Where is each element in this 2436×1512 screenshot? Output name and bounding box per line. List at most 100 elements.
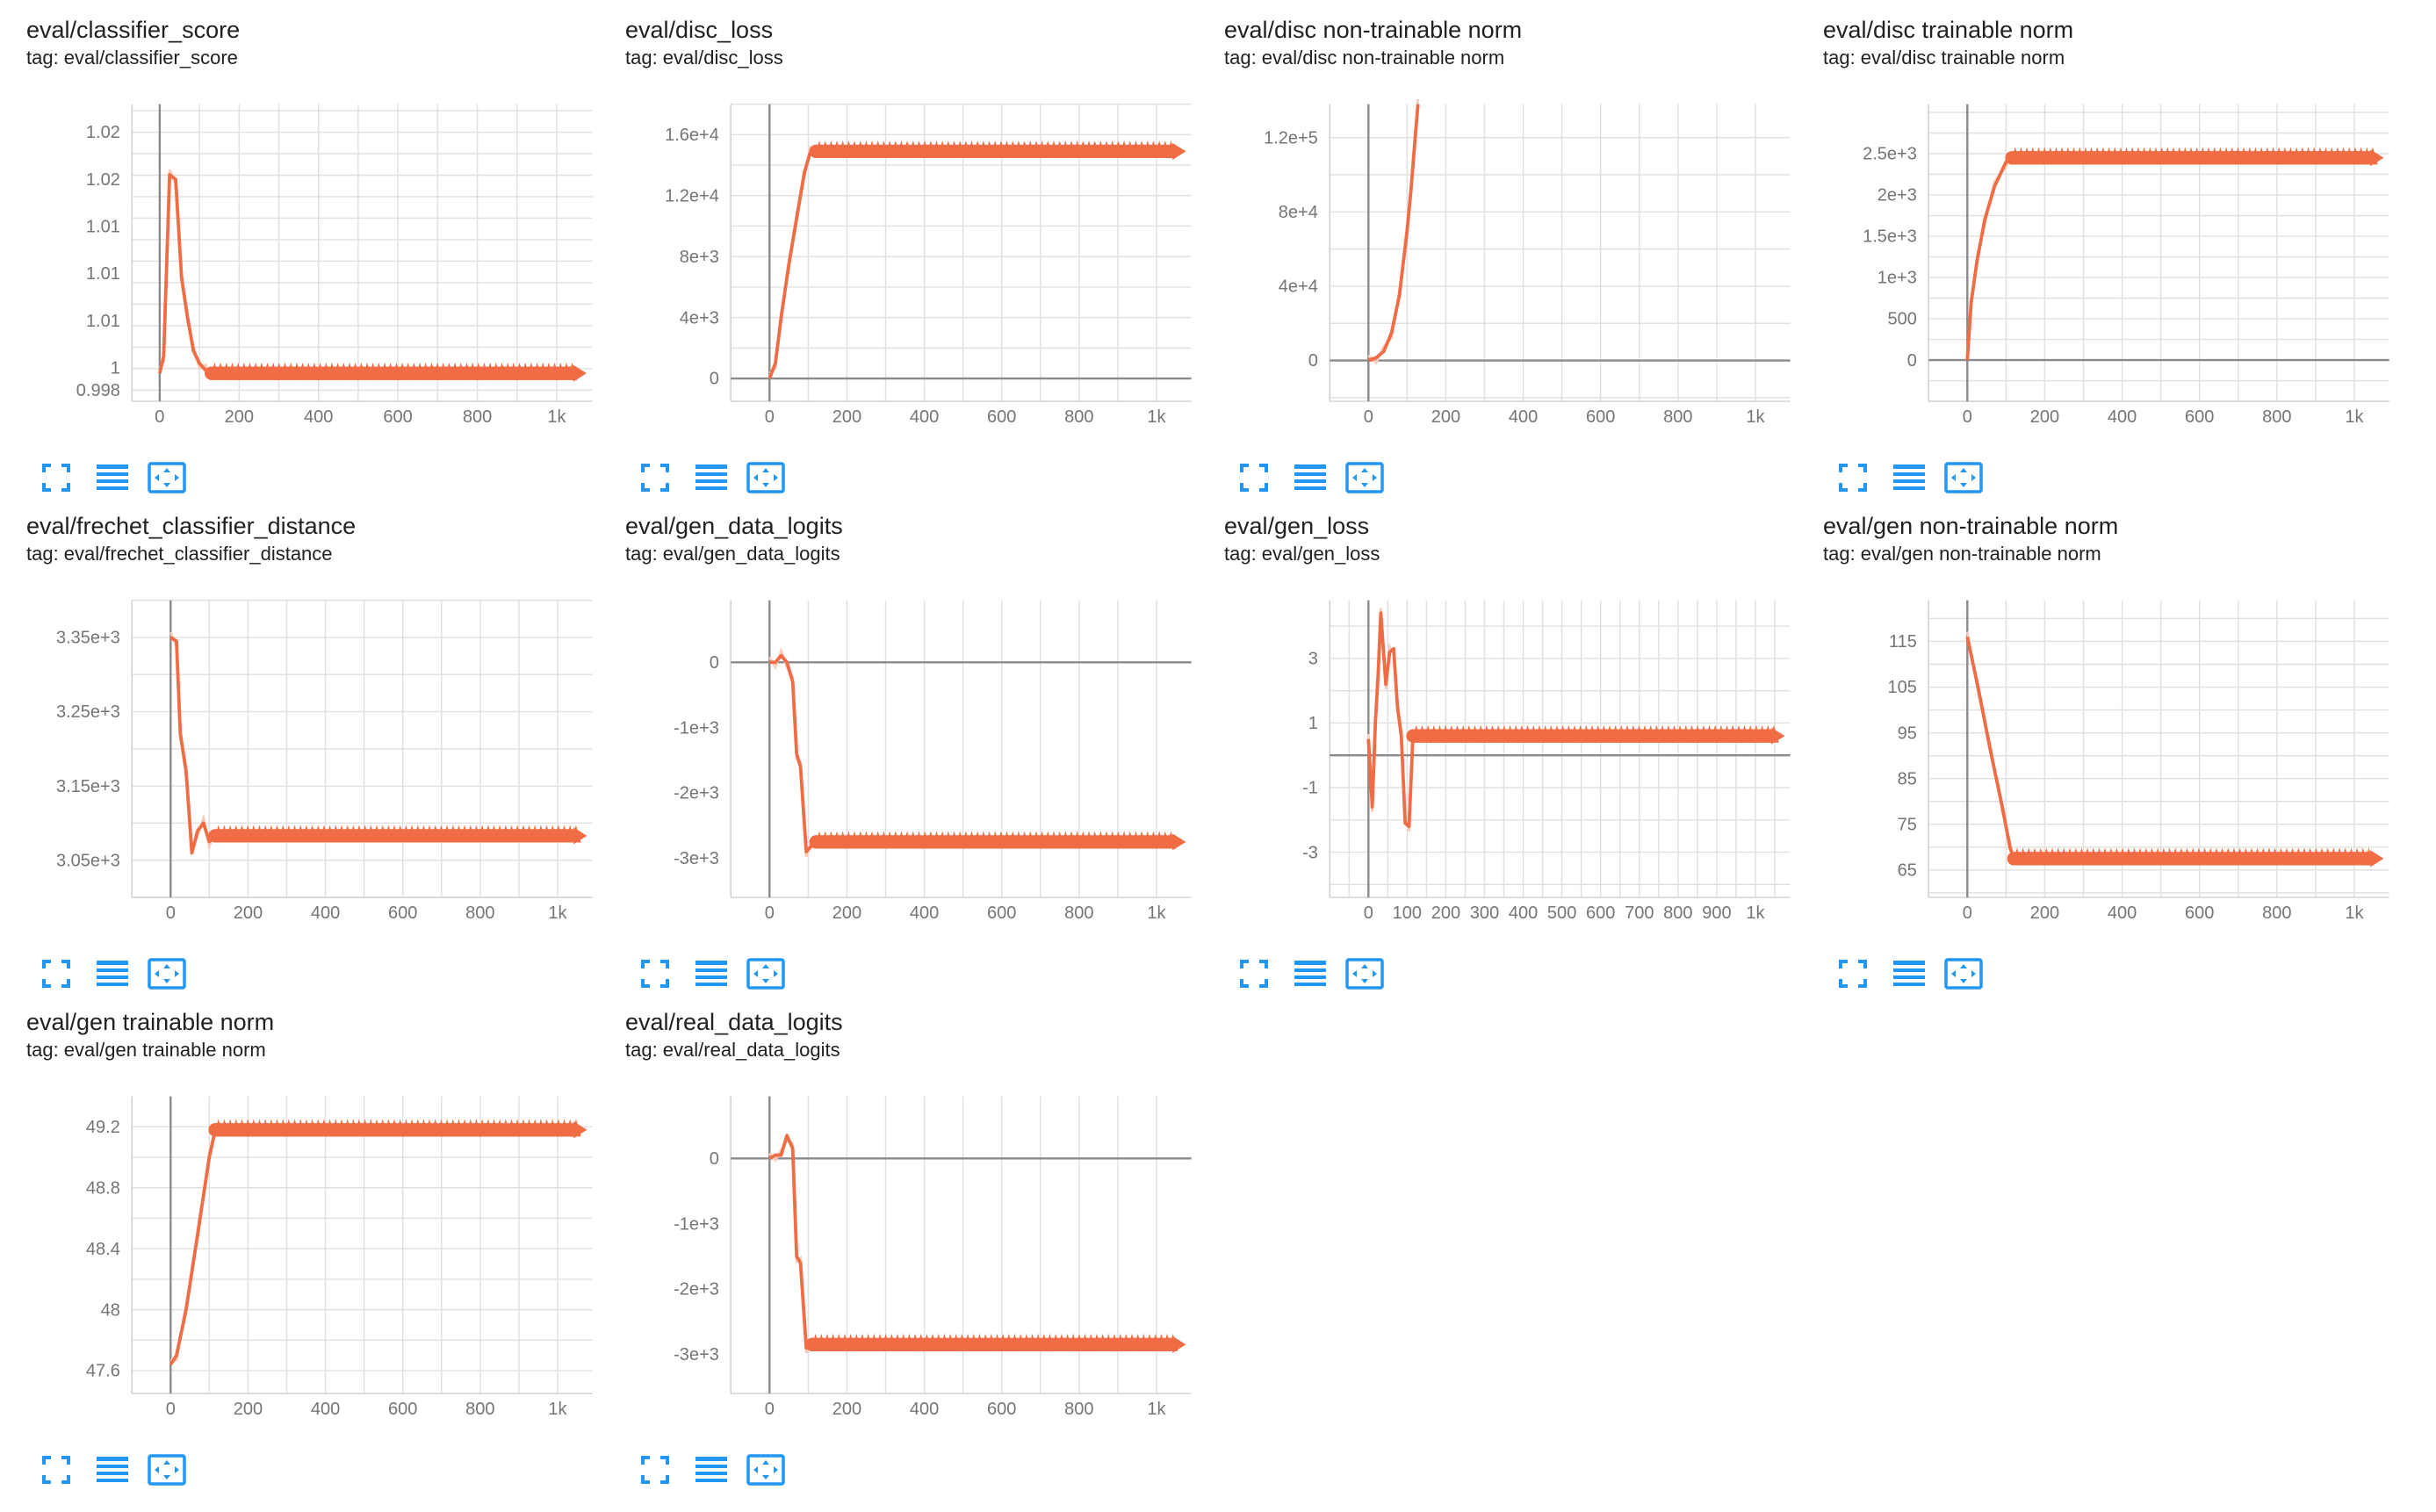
data-table-icon	[695, 464, 727, 490]
line-chart[interactable]: 3.05e+3 3.15e+3 3.25e+3 3.35e+3 0 200 400 600 80…	[26, 575, 606, 935]
y-tick-label: 3.25e+3	[56, 702, 120, 722]
y-tick-label: 2.5e+3	[1863, 145, 1917, 164]
fit-domain-button[interactable]	[1835, 956, 1870, 991]
zoom-extents-button[interactable]	[1345, 956, 1384, 991]
data-table-button[interactable]	[1291, 460, 1330, 495]
y-tick-label: 500	[1887, 310, 1916, 329]
x-tick-label: 900	[1702, 904, 1731, 923]
x-tick-label: 200	[234, 904, 263, 923]
line-chart[interactable]: 0.998 1 1.01 1.01 1.01 1.02 1.02 0 200 400 600 800 1…	[26, 79, 606, 439]
smoothed-series-line	[169, 1127, 578, 1366]
fit-domain-icon	[1240, 960, 1268, 988]
data-table-button[interactable]	[692, 956, 731, 991]
x-tick-label: 800	[465, 1400, 494, 1419]
end-marker	[2370, 149, 2384, 167]
smoothed-series-line	[1367, 104, 1420, 363]
line-chart[interactable]: 0 -1e+3 -2e+3 -3e+3 0 200 400 600 800 1k	[625, 1071, 1205, 1431]
x-tick-label: 600	[987, 407, 1016, 427]
smoothed-series-line	[158, 173, 577, 376]
data-table-button[interactable]	[93, 956, 132, 991]
data-table-button[interactable]	[93, 1452, 132, 1487]
end-marker	[1172, 1336, 1186, 1353]
fit-domain-button[interactable]	[638, 460, 673, 495]
fit-domain-button[interactable]	[1835, 460, 1870, 495]
x-tick-label: 1k	[548, 1400, 567, 1419]
x-tick-label: 600	[388, 1400, 417, 1419]
smoothed-series-line	[169, 636, 578, 855]
fit-domain-button[interactable]	[39, 1452, 74, 1487]
zoom-extents-button[interactable]	[746, 956, 785, 991]
x-tick-label: 700	[1625, 904, 1654, 923]
data-table-button[interactable]	[1291, 956, 1330, 991]
fit-domain-button[interactable]	[1236, 956, 1272, 991]
point-marker	[205, 366, 219, 380]
data-table-button[interactable]	[1890, 460, 1928, 495]
line-chart[interactable]: 47.6 48 48.4 48.8 49.2 0 200 400 600 800 1k	[26, 1071, 606, 1431]
fit-domain-button[interactable]	[39, 956, 74, 991]
zoom-extents-button[interactable]	[1944, 460, 1983, 495]
y-tick-label: 4e+3	[680, 308, 719, 328]
x-tick-label: 0	[166, 904, 176, 923]
line-chart[interactable]: 0 4e+4 8e+4 1.2e+5 0 200 400 600 800 1k	[1224, 79, 1804, 439]
x-tick-label: 1k	[1147, 407, 1166, 427]
data-table-button[interactable]	[692, 460, 731, 495]
x-tick-label: 0	[1963, 904, 1972, 923]
end-marker	[573, 364, 587, 382]
data-table-button[interactable]	[692, 1452, 731, 1487]
y-tick-label: 3.15e+3	[56, 777, 120, 796]
fit-domain-button[interactable]	[39, 460, 74, 495]
y-tick-label: -3	[1302, 843, 1318, 862]
card-tag: tag: eval/disc trainable norm	[1823, 47, 2065, 68]
line-chart[interactable]: 65 75 85 95 105 115 0 200 400 600 800 1k	[1823, 575, 2403, 935]
x-tick-label: 200	[225, 407, 254, 427]
y-tick-label: 1.2e+5	[1264, 128, 1318, 148]
zoom-extents-button[interactable]	[148, 1452, 186, 1487]
line-chart[interactable]: 0 4e+3 8e+3 1.2e+4 1.6e+4 0 200 400 600 800 1k	[625, 79, 1205, 439]
y-tick-label: 1.02	[86, 170, 120, 190]
line-chart[interactable]: 0 -1e+3 -2e+3 -3e+3 0 200 400 600 800 1k	[625, 575, 1205, 935]
y-tick-label: 0	[710, 653, 719, 673]
end-marker	[1771, 727, 1785, 745]
y-tick-label: 1	[111, 358, 120, 378]
data-table-button[interactable]	[93, 460, 132, 495]
end-marker	[2370, 850, 2384, 868]
zoom-extents-button[interactable]	[148, 956, 186, 991]
data-table-button[interactable]	[1890, 956, 1928, 991]
zoom-extents-button[interactable]	[148, 460, 186, 495]
y-tick-label: 8e+3	[680, 248, 719, 267]
fit-domain-button[interactable]	[638, 956, 673, 991]
point-marker	[1406, 729, 1420, 743]
y-tick-label: -2e+3	[674, 1280, 719, 1300]
x-tick-label: 200	[1431, 904, 1460, 923]
x-tick-label: 0	[1963, 407, 1972, 427]
zoom-extents-icon	[746, 462, 785, 493]
point-marker	[2007, 852, 2021, 866]
scalar-card: eval/gen trainable norm tag: eval/gen tra…	[26, 1008, 606, 1500]
data-table-icon	[695, 1457, 727, 1482]
x-tick-label: 400	[910, 904, 939, 923]
x-tick-label: 600	[388, 904, 417, 923]
y-tick-label: 1.01	[86, 312, 120, 331]
x-tick-label: 1k	[2345, 904, 2364, 923]
line-chart[interactable]: 0 500 1e+3 1.5e+3 2e+3 2.5e+3 0 200 400 600 800 1k	[1823, 79, 2403, 439]
fit-domain-button[interactable]	[638, 1452, 673, 1487]
fit-domain-button[interactable]	[1236, 460, 1272, 495]
x-tick-label: 200	[1431, 407, 1460, 427]
y-tick-label: 115	[1889, 632, 1917, 652]
zoom-extents-button[interactable]	[1944, 956, 1983, 991]
card-title: eval/real_data_logits	[625, 1009, 843, 1035]
zoom-extents-button[interactable]	[1345, 460, 1384, 495]
x-tick-label: 200	[832, 1400, 861, 1419]
x-tick-label: 600	[1586, 407, 1615, 427]
zoom-extents-button[interactable]	[746, 460, 785, 495]
line-chart[interactable]: -3 -1 1 3 0 100 200 300 400 500 600 700 800 900 1k	[1224, 575, 1804, 935]
x-tick-label: 1k	[2345, 407, 2364, 427]
end-marker	[573, 827, 587, 845]
zoom-extents-icon	[1345, 958, 1384, 990]
x-tick-label: 300	[1470, 904, 1499, 923]
x-tick-label: 800	[1064, 407, 1093, 427]
y-tick-label: -1e+3	[674, 1214, 719, 1234]
y-tick-label: 1.2e+4	[665, 186, 719, 205]
zoom-extents-button[interactable]	[746, 1452, 785, 1487]
y-tick-label: 0.998	[76, 381, 120, 400]
